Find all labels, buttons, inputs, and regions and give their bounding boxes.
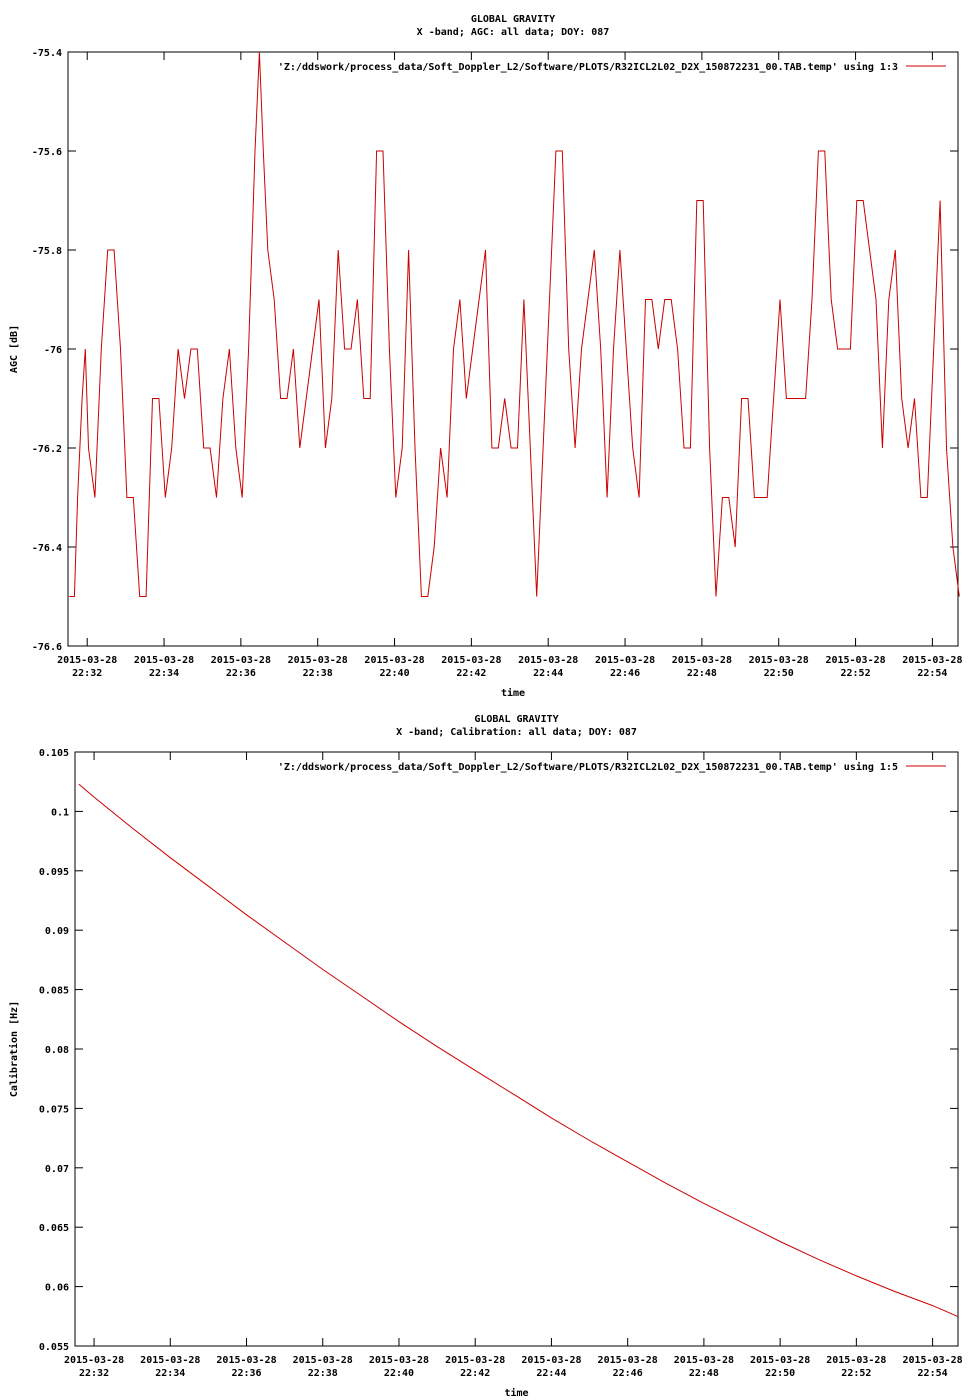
y-tick-label: 0.085	[39, 986, 69, 997]
chart-subtitle: X -band; Calibration: all data; DOY: 087	[396, 726, 637, 738]
x-tick-date: 2015-03-28	[749, 655, 809, 666]
x-tick-date: 2015-03-28	[902, 1355, 962, 1366]
x-tick-time: 22:34	[149, 668, 179, 679]
x-axis-label: time	[501, 687, 525, 699]
x-tick-time: 22:50	[765, 1368, 795, 1379]
y-tick-label: 0.075	[39, 1104, 69, 1115]
x-tick-time: 22:38	[308, 1368, 338, 1379]
x-tick-date: 2015-03-28	[826, 1355, 886, 1366]
x-tick-time: 22:46	[610, 668, 640, 679]
x-tick-date: 2015-03-28	[364, 655, 424, 666]
y-tick-label: -76.4	[32, 543, 62, 554]
x-tick-date: 2015-03-28	[140, 1355, 200, 1366]
x-tick-time: 22:54	[917, 668, 947, 679]
x-tick-time: 22:42	[456, 668, 486, 679]
y-tick-label: -75.8	[32, 246, 62, 257]
x-tick-time: 22:50	[764, 668, 794, 679]
x-tick-time: 22:34	[155, 1368, 185, 1379]
series-line-0	[78, 783, 958, 1317]
x-tick-date: 2015-03-28	[211, 655, 271, 666]
y-axis-label: AGC [dB]	[9, 325, 20, 373]
legend-entry: 'Z:/ddswork/process_data/Soft_Doppler_L2…	[278, 761, 898, 773]
x-tick-time: 22:46	[613, 1368, 643, 1379]
y-tick-label: -76.2	[32, 444, 62, 455]
y-tick-label: 0.065	[39, 1223, 69, 1234]
x-tick-date: 2015-03-28	[902, 655, 962, 666]
x-tick-time: 22:40	[379, 668, 409, 679]
x-tick-time: 22:44	[533, 668, 563, 679]
x-tick-time: 22:48	[687, 668, 717, 679]
y-axis-label: Calibration [Hz]	[8, 1001, 20, 1097]
x-tick-date: 2015-03-28	[518, 655, 578, 666]
y-tick-label: 0.105	[39, 748, 69, 759]
x-tick-time: 22:38	[303, 668, 333, 679]
x-tick-time: 22:42	[460, 1368, 490, 1379]
x-tick-date: 2015-03-28	[216, 1355, 276, 1366]
chart-title: GLOBAL GRAVITY	[474, 714, 558, 725]
x-tick-time: 22:36	[226, 668, 256, 679]
x-tick-date: 2015-03-28	[750, 1355, 810, 1366]
x-tick-time: 22:44	[536, 1368, 566, 1379]
x-tick-time: 22:40	[384, 1368, 414, 1379]
y-tick-label: 0.08	[45, 1045, 69, 1056]
plot-frame	[74, 751, 959, 1347]
x-tick-date: 2015-03-28	[672, 655, 732, 666]
series-line-0	[69, 51, 960, 597]
y-tick-label: -75.4	[32, 48, 62, 59]
x-tick-date: 2015-03-28	[57, 655, 117, 666]
y-tick-label: 0.07	[45, 1164, 69, 1175]
y-tick-label: 0.1	[51, 807, 69, 818]
x-tick-date: 2015-03-28	[369, 1355, 429, 1366]
x-tick-date: 2015-03-28	[595, 655, 655, 666]
y-tick-label: -75.6	[32, 147, 62, 158]
x-tick-time: 22:36	[231, 1368, 261, 1379]
x-tick-date: 2015-03-28	[64, 1355, 124, 1366]
y-tick-label: 0.06	[45, 1283, 69, 1294]
x-tick-date: 2015-03-28	[674, 1355, 734, 1366]
x-tick-date: 2015-03-28	[445, 1355, 505, 1366]
x-tick-time: 22:52	[841, 1368, 871, 1379]
x-axis-label: time	[504, 1387, 528, 1399]
chart-title: GLOBAL GRAVITY	[471, 14, 555, 25]
x-tick-date: 2015-03-28	[598, 1355, 658, 1366]
chart-subtitle: X -band; AGC: all data; DOY: 087	[417, 27, 610, 38]
x-tick-time: 22:32	[72, 668, 102, 679]
x-tick-date: 2015-03-28	[293, 1355, 353, 1366]
x-tick-time: 22:54	[918, 1368, 948, 1379]
x-tick-date: 2015-03-28	[825, 655, 885, 666]
x-tick-date: 2015-03-28	[134, 655, 194, 666]
x-tick-time: 22:52	[840, 668, 870, 679]
legend-entry: 'Z:/ddswork/process_data/Soft_Doppler_L2…	[278, 61, 898, 73]
y-tick-label: 0.055	[39, 1342, 69, 1353]
plot-frame	[67, 51, 959, 647]
x-tick-date: 2015-03-28	[288, 655, 348, 666]
y-tick-label: -76	[44, 345, 62, 356]
y-tick-label: 0.09	[45, 926, 69, 937]
x-tick-time: 22:32	[79, 1368, 109, 1379]
y-tick-label: 0.095	[39, 867, 69, 878]
x-tick-date: 2015-03-28	[521, 1355, 581, 1366]
x-tick-time: 22:48	[689, 1368, 719, 1379]
y-tick-label: -76.6	[32, 642, 62, 653]
x-tick-date: 2015-03-28	[441, 655, 501, 666]
